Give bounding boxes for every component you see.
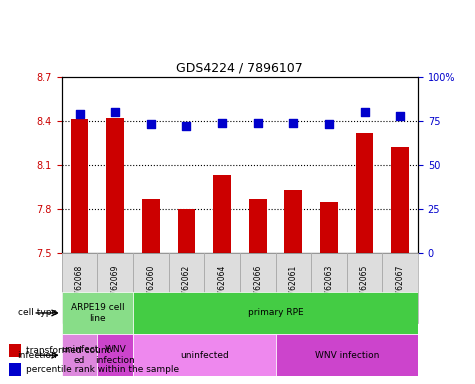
- Text: cell type: cell type: [18, 308, 57, 318]
- Bar: [71, 119, 88, 253]
- Point: [218, 120, 226, 126]
- Bar: [178, 209, 195, 253]
- Text: WNV
infection: WNV infection: [95, 346, 135, 365]
- Text: GSM762061: GSM762061: [289, 265, 298, 311]
- Text: transformed count: transformed count: [26, 346, 110, 355]
- FancyBboxPatch shape: [311, 253, 347, 323]
- Text: GSM762063: GSM762063: [324, 265, 333, 311]
- FancyBboxPatch shape: [62, 292, 133, 334]
- FancyBboxPatch shape: [133, 292, 418, 334]
- FancyBboxPatch shape: [382, 253, 418, 323]
- Point: [289, 120, 297, 126]
- FancyBboxPatch shape: [97, 334, 133, 376]
- Text: primary RPE: primary RPE: [247, 308, 304, 318]
- FancyBboxPatch shape: [347, 253, 382, 323]
- Text: infection: infection: [17, 351, 57, 360]
- Bar: [142, 199, 160, 253]
- Point: [182, 123, 190, 129]
- Text: GSM762064: GSM762064: [218, 265, 227, 311]
- Point: [325, 121, 332, 127]
- FancyBboxPatch shape: [204, 253, 240, 323]
- Point: [147, 121, 155, 127]
- Text: GSM762068: GSM762068: [75, 265, 84, 311]
- Bar: [391, 147, 409, 253]
- FancyBboxPatch shape: [133, 253, 169, 323]
- FancyBboxPatch shape: [133, 334, 276, 376]
- Text: GSM762060: GSM762060: [146, 265, 155, 311]
- Bar: [356, 133, 373, 253]
- Text: GSM762067: GSM762067: [396, 265, 405, 311]
- Text: GSM762069: GSM762069: [111, 265, 120, 311]
- Text: ARPE19 cell
line: ARPE19 cell line: [71, 303, 124, 323]
- Bar: [320, 202, 338, 253]
- FancyBboxPatch shape: [276, 334, 418, 376]
- Text: WNV infection: WNV infection: [314, 351, 379, 360]
- FancyBboxPatch shape: [97, 253, 133, 323]
- Bar: [10, 363, 21, 376]
- Text: GSM762066: GSM762066: [253, 265, 262, 311]
- Title: GDS4224 / 7896107: GDS4224 / 7896107: [177, 61, 303, 74]
- Bar: [213, 175, 231, 253]
- FancyBboxPatch shape: [62, 253, 97, 323]
- Bar: [249, 199, 266, 253]
- Bar: [285, 190, 302, 253]
- Bar: [106, 118, 124, 253]
- Text: GSM762065: GSM762065: [360, 265, 369, 311]
- Point: [76, 111, 84, 117]
- Point: [111, 109, 119, 115]
- FancyBboxPatch shape: [169, 253, 204, 323]
- Text: uninfect
ed: uninfect ed: [61, 346, 98, 365]
- Point: [361, 109, 369, 115]
- Point: [254, 120, 261, 126]
- FancyBboxPatch shape: [62, 334, 97, 376]
- FancyBboxPatch shape: [240, 253, 276, 323]
- Text: percentile rank within the sample: percentile rank within the sample: [26, 365, 179, 374]
- Point: [396, 113, 404, 119]
- Text: GSM762062: GSM762062: [182, 265, 191, 311]
- Text: uninfected: uninfected: [180, 351, 228, 360]
- Bar: [10, 344, 21, 357]
- FancyBboxPatch shape: [276, 253, 311, 323]
